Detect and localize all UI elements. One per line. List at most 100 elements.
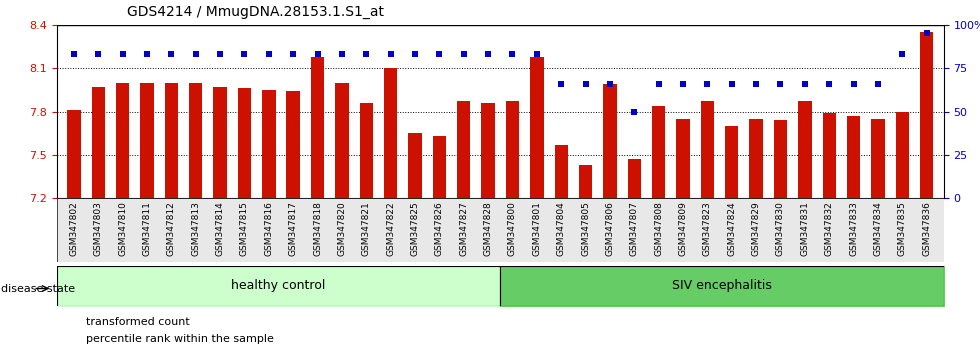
- Text: GSM347803: GSM347803: [94, 201, 103, 256]
- Bar: [433, 136, 446, 198]
- Point: [505, 51, 520, 57]
- Text: GSM347836: GSM347836: [922, 201, 931, 256]
- Text: GSM347831: GSM347831: [801, 201, 809, 256]
- Bar: [822, 113, 836, 198]
- Bar: [384, 68, 397, 198]
- Text: GSM347820: GSM347820: [337, 201, 346, 256]
- Text: GSM347822: GSM347822: [386, 201, 395, 256]
- Text: GSM347827: GSM347827: [460, 201, 468, 256]
- Point: [236, 51, 252, 57]
- Bar: [701, 101, 714, 198]
- Point: [870, 81, 886, 87]
- Point: [334, 51, 350, 57]
- Text: GSM347814: GSM347814: [216, 201, 224, 256]
- Bar: [311, 57, 324, 198]
- Text: GSM347826: GSM347826: [435, 201, 444, 256]
- Text: GSM347810: GSM347810: [119, 201, 127, 256]
- Bar: [896, 112, 909, 198]
- Point: [919, 30, 935, 36]
- Bar: [165, 82, 178, 198]
- Text: GSM347828: GSM347828: [483, 201, 493, 256]
- Bar: [68, 110, 80, 198]
- Text: GSM347835: GSM347835: [898, 201, 907, 256]
- Text: transformed count: transformed count: [86, 316, 190, 327]
- Point: [407, 51, 422, 57]
- Text: disease state: disease state: [1, 284, 75, 293]
- Bar: [798, 101, 811, 198]
- Text: GSM347817: GSM347817: [289, 201, 298, 256]
- Point: [529, 51, 545, 57]
- Point: [675, 81, 691, 87]
- Bar: [238, 88, 251, 198]
- Text: GSM347824: GSM347824: [727, 201, 736, 256]
- Bar: [140, 82, 154, 198]
- Text: GSM347832: GSM347832: [825, 201, 834, 256]
- Bar: [676, 119, 690, 198]
- Point: [164, 51, 179, 57]
- Bar: [555, 145, 567, 198]
- Text: SIV encephalitis: SIV encephalitis: [672, 279, 772, 292]
- Text: GSM347821: GSM347821: [362, 201, 370, 256]
- Bar: [214, 87, 226, 198]
- Text: GSM347829: GSM347829: [752, 201, 760, 256]
- Text: GSM347807: GSM347807: [630, 201, 639, 256]
- Point: [90, 51, 106, 57]
- Point: [66, 51, 81, 57]
- Point: [359, 51, 374, 57]
- Bar: [847, 116, 860, 198]
- Point: [651, 81, 666, 87]
- Bar: [774, 120, 787, 198]
- Point: [456, 51, 471, 57]
- Bar: [604, 84, 616, 198]
- Text: GSM347833: GSM347833: [849, 201, 858, 256]
- Bar: [871, 119, 885, 198]
- Text: GSM347823: GSM347823: [703, 201, 711, 256]
- Text: GSM347808: GSM347808: [655, 201, 663, 256]
- Bar: [530, 57, 544, 198]
- Text: GSM347804: GSM347804: [557, 201, 565, 256]
- Point: [772, 81, 788, 87]
- Point: [846, 81, 861, 87]
- Text: GSM347830: GSM347830: [776, 201, 785, 256]
- Point: [821, 81, 837, 87]
- Point: [213, 51, 228, 57]
- Text: GSM347825: GSM347825: [411, 201, 419, 256]
- Bar: [725, 126, 739, 198]
- Text: percentile rank within the sample: percentile rank within the sample: [86, 334, 274, 344]
- Point: [602, 81, 617, 87]
- Text: GSM347802: GSM347802: [70, 201, 78, 256]
- Point: [261, 51, 276, 57]
- Point: [139, 51, 155, 57]
- Text: GSM347800: GSM347800: [508, 201, 517, 256]
- Point: [724, 81, 740, 87]
- Bar: [335, 82, 349, 198]
- Bar: [286, 91, 300, 198]
- Bar: [579, 165, 592, 198]
- Bar: [506, 101, 519, 198]
- Text: GSM347815: GSM347815: [240, 201, 249, 256]
- Bar: [360, 103, 373, 198]
- Point: [115, 51, 130, 57]
- Text: GSM347834: GSM347834: [873, 201, 882, 256]
- Point: [431, 51, 447, 57]
- Bar: [481, 103, 495, 198]
- Point: [700, 81, 715, 87]
- Text: GSM347813: GSM347813: [191, 201, 200, 256]
- Point: [626, 109, 642, 114]
- Point: [188, 51, 204, 57]
- Point: [749, 81, 764, 87]
- Bar: [189, 82, 203, 198]
- Text: healthy control: healthy control: [231, 279, 325, 292]
- Bar: [750, 119, 762, 198]
- Text: GSM347809: GSM347809: [678, 201, 688, 256]
- Bar: [409, 133, 421, 198]
- Text: GSM347818: GSM347818: [313, 201, 322, 256]
- Point: [480, 51, 496, 57]
- Text: GSM347811: GSM347811: [142, 201, 152, 256]
- Point: [310, 51, 325, 57]
- Text: GDS4214 / MmugDNA.28153.1.S1_at: GDS4214 / MmugDNA.28153.1.S1_at: [127, 5, 384, 19]
- Bar: [262, 90, 275, 198]
- Point: [285, 51, 301, 57]
- Text: GSM347816: GSM347816: [265, 201, 273, 256]
- Point: [797, 81, 812, 87]
